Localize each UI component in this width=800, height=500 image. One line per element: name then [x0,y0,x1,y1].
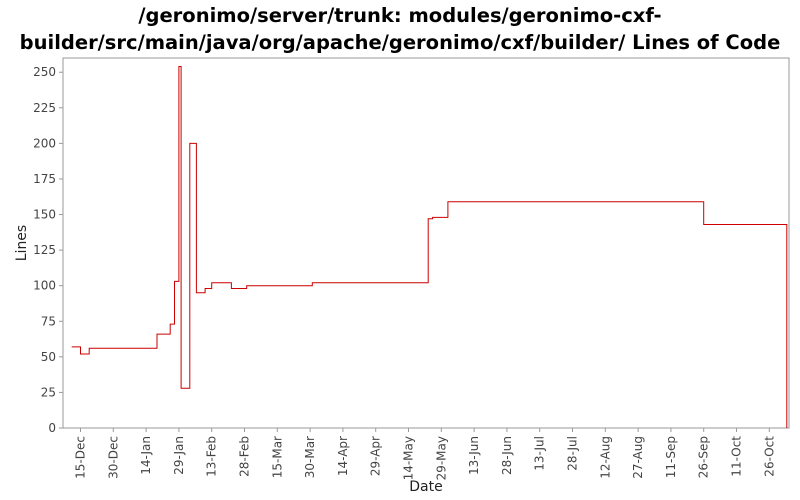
y-axis-title: Lines [14,225,30,261]
x-tick-label: 14-May [402,436,416,480]
x-tick-label: 11-Oct [730,436,744,477]
x-axis-title: Date [409,479,442,495]
x-tick-label: 14-Apr [336,436,350,476]
x-axis: 15-Dec 30-Dec 14-Jan 29-Jan 13-Feb 28-Feb 15-M… [73,428,776,480]
y-tick-label: 100 [33,279,56,293]
x-tick-label: 28-Jun [500,436,514,475]
chart-title-line2: builder/src/main/java/org/apache/geronim… [19,31,781,54]
chart-title: /geronimo/server/trunk: modules/geronimo… [0,2,800,56]
x-tick-label: 29-Jan [172,436,186,475]
y-tick-label: 50 [41,350,56,364]
x-tick-label: 12-Aug [598,436,612,479]
y-tick-label: 175 [33,172,56,186]
x-tick-label: 15-Dec [73,436,87,479]
x-tick-label: 30-Mar [303,436,317,478]
y-tick-label: 0 [48,421,56,435]
x-tick-label: 13-Jul [533,436,547,471]
plot-area [62,57,790,429]
x-tick-label: 13-Feb [205,436,219,477]
series-line [71,66,788,428]
x-tick-label: 28-Feb [238,436,252,477]
y-axis: 0 25 50 75 100 125 150 175 200 225 250 [33,65,63,435]
x-tick-label: 26-Sep [697,436,711,478]
y-tick-label: 125 [33,243,56,257]
x-tick-label: 26-Oct [762,436,776,477]
y-tick-label: 25 [41,385,56,399]
chart-title-line1: /geronimo/server/trunk: modules/geronimo… [138,4,662,27]
y-tick-label: 225 [33,101,56,115]
x-tick-label: 29-May [434,436,448,480]
x-tick-label: 14-Jan [139,436,153,475]
x-tick-label: 30-Dec [106,436,120,479]
x-tick-label: 11-Sep [664,436,678,478]
y-tick-label: 250 [33,65,56,79]
x-tick-label: 27-Aug [631,436,645,479]
y-tick-label: 200 [33,136,56,150]
y-tick-label: 150 [33,208,56,222]
x-tick-label: 15-Mar [270,436,284,478]
x-tick-label: 28-Jul [566,436,580,471]
x-tick-label: 13-Jun [467,436,481,475]
x-tick-label: 29-Apr [369,436,383,476]
y-tick-label: 75 [41,314,56,328]
